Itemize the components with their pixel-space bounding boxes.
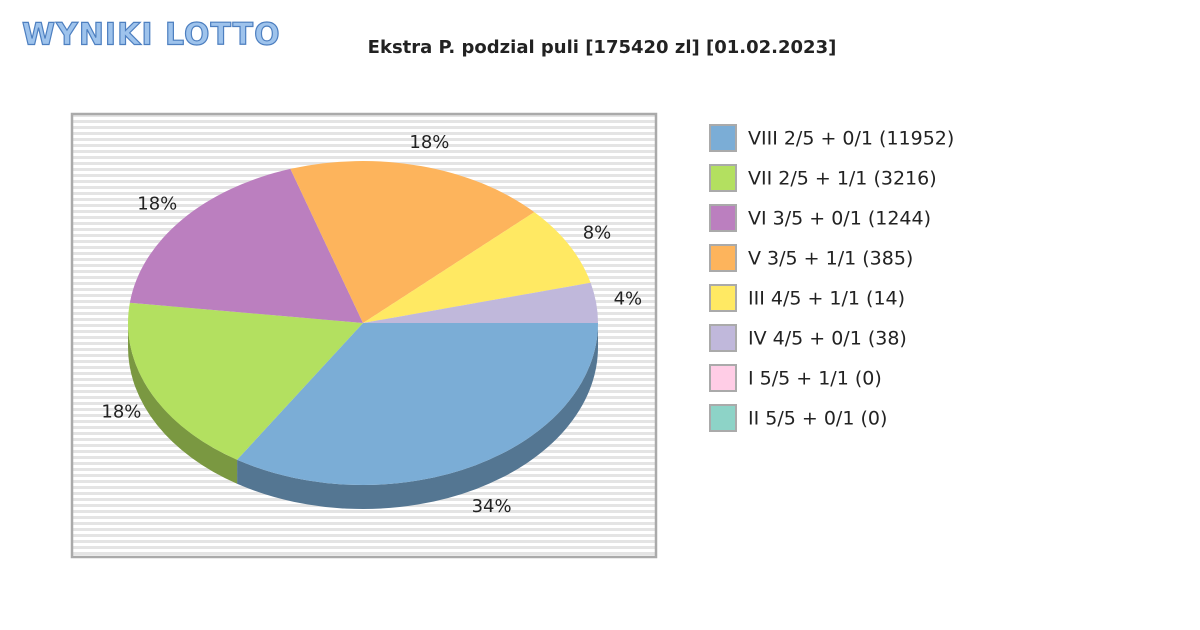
legend-swatch [709, 324, 737, 352]
legend-swatch [709, 404, 737, 432]
legend-label: VI 3/5 + 0/1 (1244) [748, 208, 931, 230]
pie: 34% 18% 18% 18% 8% 4% [101, 132, 642, 517]
slice-label: 18% [101, 401, 141, 422]
legend-label: I 5/5 + 1/1 (0) [748, 368, 882, 390]
legend-swatch [709, 124, 737, 152]
slice-label: 8% [583, 222, 612, 243]
slice-label: 4% [614, 289, 643, 310]
logo: WYNIKI LOTTO [22, 18, 281, 53]
legend-label: V 3/5 + 1/1 (385) [748, 248, 913, 270]
slice [129, 168, 363, 323]
slice-label: 18% [137, 193, 177, 214]
slice [290, 161, 535, 323]
slice [363, 282, 598, 323]
slice [363, 212, 591, 323]
slice-label: 18% [409, 132, 449, 153]
slice [128, 302, 363, 460]
legend-swatch [709, 364, 737, 392]
legend-swatch [709, 204, 737, 232]
legend: VIII 2/5 + 0/1 (11952) VII 2/5 + 1/1 (321… [709, 124, 954, 432]
legend-swatch [709, 164, 737, 192]
legend-label: VIII 2/5 + 0/1 (11952) [748, 128, 954, 150]
slice-side [127, 323, 238, 484]
legend-label: VII 2/5 + 1/1 (3216) [748, 168, 937, 190]
slice-label: 34% [472, 496, 512, 517]
legend-label: III 4/5 + 1/1 (14) [748, 288, 905, 310]
legend-label: IV 4/5 + 0/1 (38) [748, 328, 907, 350]
slice [237, 323, 599, 485]
slice-side [237, 323, 599, 509]
chart-title: Ekstra P. podzial puli [175420 zl] [01.0… [368, 37, 837, 58]
legend-label: II 5/5 + 0/1 (0) [748, 408, 887, 430]
legend-swatch [709, 284, 737, 312]
legend-swatch [709, 244, 737, 272]
